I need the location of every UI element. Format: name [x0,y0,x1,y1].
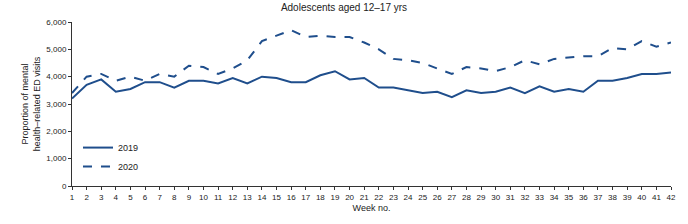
svg-text:37: 37 [593,193,602,202]
svg-text:15: 15 [272,193,281,202]
svg-text:2: 2 [84,193,89,202]
svg-text:25: 25 [418,193,427,202]
svg-text:31: 31 [506,193,515,202]
svg-text:3,000: 3,000 [46,100,67,109]
svg-text:17: 17 [301,193,310,202]
svg-text:20: 20 [345,193,354,202]
svg-text:Week no.: Week no. [353,203,391,213]
svg-text:24: 24 [404,193,413,202]
svg-text:0: 0 [62,182,67,191]
svg-text:18: 18 [316,193,325,202]
svg-text:6: 6 [143,193,148,202]
svg-text:11: 11 [214,193,223,202]
svg-text:Adolescents aged 12–17 yrs: Adolescents aged 12–17 yrs [281,2,407,13]
svg-text:Proportion of mentalhealth–rel: Proportion of mentalhealth–related ED vi… [20,56,42,151]
svg-text:3: 3 [99,193,104,202]
svg-text:30: 30 [491,193,500,202]
svg-text:4,000: 4,000 [46,72,67,81]
svg-text:35: 35 [564,193,573,202]
svg-text:2,000: 2,000 [46,127,67,136]
svg-text:41: 41 [652,193,661,202]
svg-text:10: 10 [199,193,208,202]
svg-text:29: 29 [477,193,486,202]
svg-text:9: 9 [187,193,192,202]
svg-text:32: 32 [520,193,529,202]
svg-text:6,000: 6,000 [46,18,67,27]
svg-text:5,000: 5,000 [46,45,67,54]
svg-text:21: 21 [360,193,369,202]
svg-text:33: 33 [535,193,544,202]
svg-text:42: 42 [667,193,676,202]
svg-text:8: 8 [172,193,177,202]
svg-text:34: 34 [550,193,559,202]
svg-text:26: 26 [433,193,442,202]
svg-text:23: 23 [389,193,398,202]
svg-text:12: 12 [228,193,237,202]
svg-text:19: 19 [331,193,340,202]
svg-text:1,000: 1,000 [46,154,67,163]
svg-text:27: 27 [447,193,456,202]
svg-text:2019: 2019 [118,143,138,153]
svg-text:38: 38 [608,193,617,202]
svg-text:5: 5 [128,193,133,202]
svg-text:7: 7 [157,193,162,202]
svg-text:36: 36 [579,193,588,202]
svg-text:40: 40 [637,193,646,202]
svg-text:16: 16 [287,193,296,202]
svg-text:1: 1 [70,193,75,202]
svg-text:4: 4 [114,193,119,202]
svg-text:14: 14 [257,193,266,202]
svg-text:22: 22 [374,193,383,202]
svg-text:13: 13 [243,193,252,202]
svg-text:2020: 2020 [118,162,138,172]
svg-text:28: 28 [462,193,471,202]
svg-text:39: 39 [623,193,632,202]
